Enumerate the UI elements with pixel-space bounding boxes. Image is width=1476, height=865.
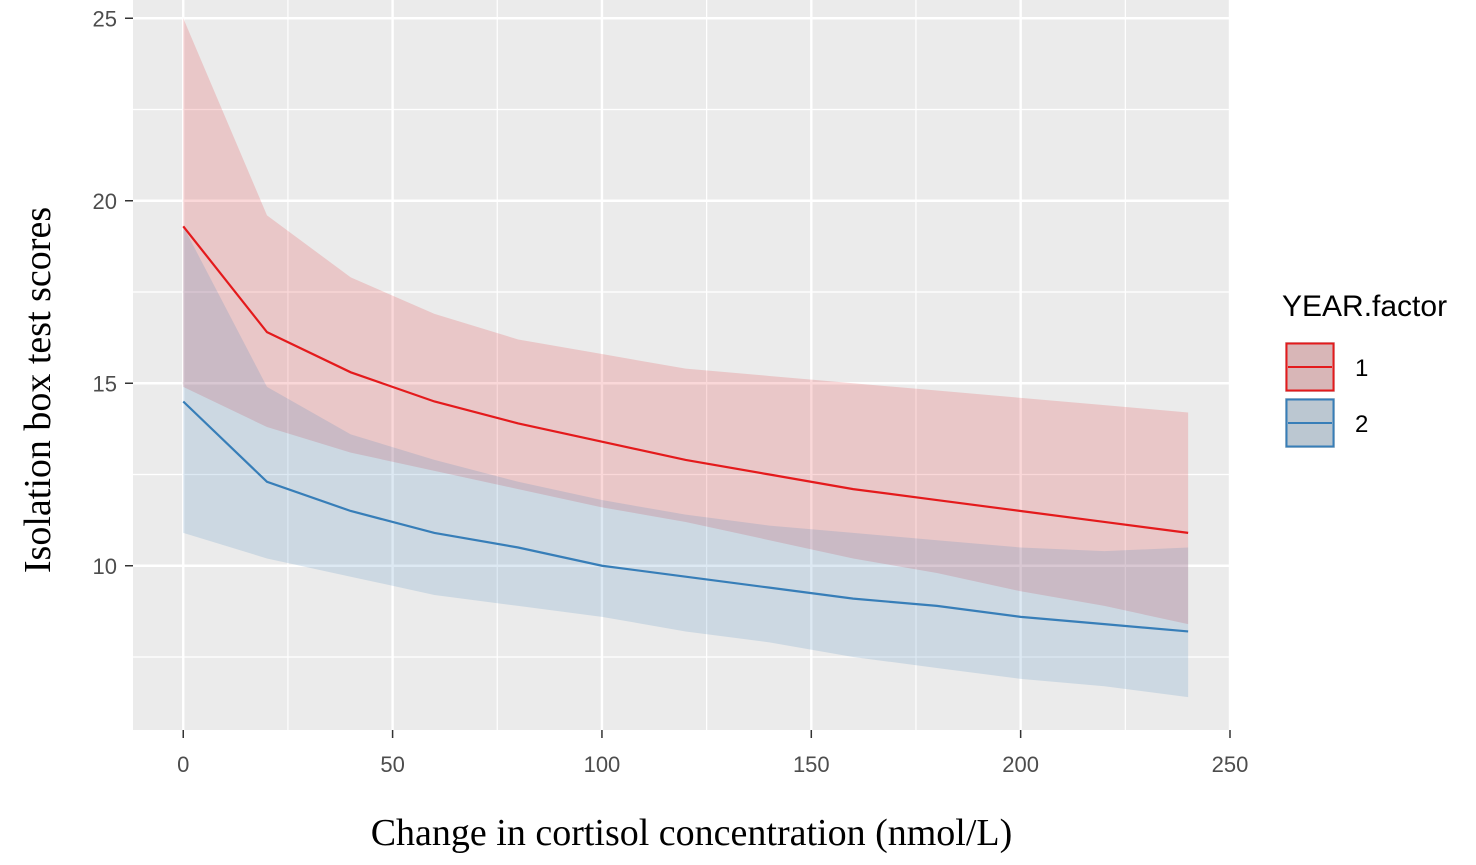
legend-label-1: 1 bbox=[1355, 355, 1368, 382]
x-tick-label: 200 bbox=[1002, 752, 1039, 777]
series-lines bbox=[182, 225, 1189, 633]
y-tick-label: 20 bbox=[93, 189, 117, 214]
confidence-band-series-1 bbox=[183, 18, 1189, 625]
confidence-bands bbox=[183, 18, 1189, 698]
confidence-band-series-2 bbox=[183, 226, 1189, 698]
legend: YEAR.factor 12 bbox=[1282, 290, 1447, 448]
y-tick-label: 25 bbox=[93, 6, 117, 31]
x-tick-label: 100 bbox=[584, 752, 621, 777]
major-gridlines bbox=[133, 0, 1232, 730]
series-line-1 bbox=[182, 225, 1189, 534]
y-axis-title: Isolation box test scores bbox=[17, 207, 59, 573]
legend-item-1: 1 bbox=[1285, 342, 1368, 392]
plot-panel bbox=[133, 0, 1230, 730]
axis-tick-labels: 0 50 100 150 200 250 10 15 20 25 bbox=[93, 6, 1249, 777]
x-tick-label: 250 bbox=[1212, 752, 1249, 777]
x-tick-label: 0 bbox=[177, 752, 189, 777]
y-tick-label: 10 bbox=[93, 554, 117, 579]
legend-item-2: 2 bbox=[1285, 398, 1368, 448]
legend-title: YEAR.factor bbox=[1282, 290, 1447, 323]
x-tick-label: 50 bbox=[380, 752, 404, 777]
legend-label-2: 2 bbox=[1355, 411, 1368, 438]
minor-gridlines bbox=[133, 0, 1230, 730]
axis-ticks bbox=[125, 17, 1231, 738]
legend-items: 12 bbox=[1285, 342, 1368, 448]
x-axis-title: Change in cortisol concentration (nmol/L… bbox=[371, 812, 1013, 854]
x-tick-label: 150 bbox=[793, 752, 830, 777]
y-tick-label: 15 bbox=[93, 371, 117, 396]
series-line-2 bbox=[182, 400, 1189, 633]
